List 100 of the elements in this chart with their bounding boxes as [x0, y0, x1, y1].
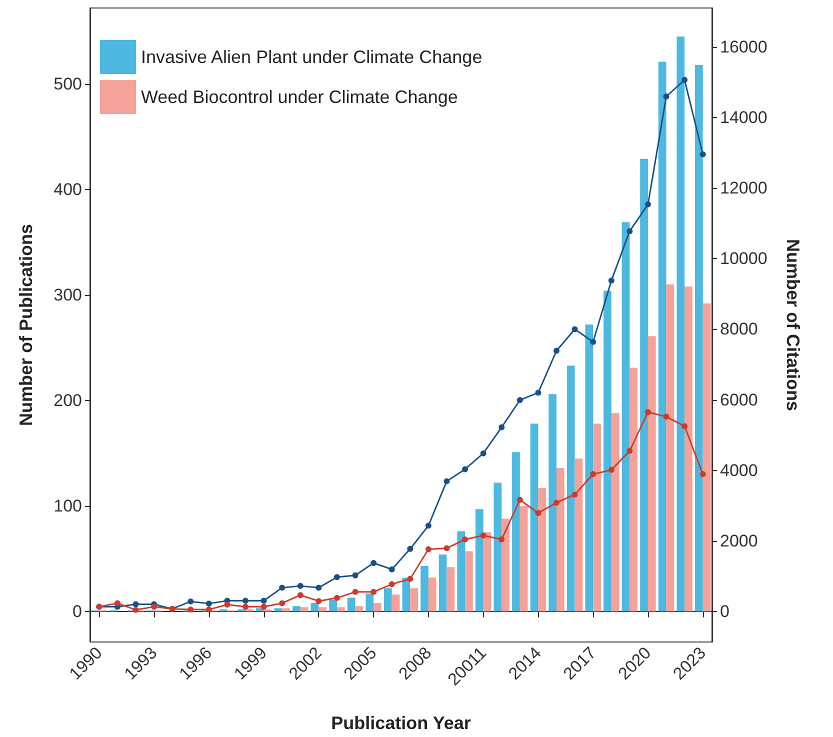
y-tick-label: 300 — [54, 285, 82, 304]
point — [516, 397, 523, 404]
point — [462, 466, 468, 472]
bar — [585, 324, 594, 612]
point — [498, 536, 505, 542]
y2-tick-label: 0 — [720, 602, 730, 621]
point — [535, 390, 542, 396]
bar — [640, 158, 648, 612]
bar — [548, 394, 556, 612]
point — [444, 478, 450, 484]
y2-tick-label: 16000 — [720, 38, 768, 57]
point — [352, 572, 358, 578]
bar — [274, 608, 282, 612]
bar — [694, 64, 703, 612]
bar — [494, 482, 502, 612]
bar — [530, 424, 538, 612]
bar — [520, 506, 528, 612]
bar — [556, 468, 564, 612]
bar — [630, 368, 638, 612]
point — [535, 510, 542, 516]
point — [132, 601, 139, 608]
point — [206, 606, 212, 613]
point — [297, 592, 304, 598]
point — [334, 574, 340, 580]
point — [590, 471, 596, 478]
point — [644, 201, 651, 208]
point — [700, 151, 706, 158]
bar — [384, 588, 392, 612]
point — [590, 338, 596, 345]
point — [498, 424, 505, 430]
bar — [310, 602, 319, 612]
point — [663, 94, 670, 100]
bar — [593, 424, 601, 612]
point — [316, 584, 322, 591]
bar — [684, 286, 692, 612]
bar — [666, 284, 674, 612]
point — [242, 604, 248, 610]
point — [316, 598, 322, 604]
bar — [438, 554, 447, 612]
y2-tick-label: 14000 — [720, 108, 768, 128]
point — [279, 584, 286, 591]
point — [188, 598, 194, 604]
bar — [611, 413, 620, 612]
point — [388, 581, 395, 588]
point — [407, 546, 414, 552]
point — [388, 566, 395, 572]
y2-tick-label: 6000 — [720, 390, 758, 410]
point — [297, 582, 304, 589]
point — [407, 576, 414, 582]
point — [242, 598, 248, 604]
bar — [282, 608, 290, 612]
point — [480, 450, 486, 456]
point — [572, 326, 578, 332]
bar — [658, 62, 666, 612]
bar — [347, 598, 356, 612]
bar — [648, 336, 656, 612]
bar — [676, 36, 685, 612]
bar — [512, 452, 520, 612]
point — [260, 598, 267, 604]
bar — [292, 606, 300, 612]
bar — [566, 366, 575, 612]
bar — [574, 458, 583, 612]
point — [644, 409, 651, 416]
y-tick-label: 100 — [54, 496, 82, 516]
bar — [329, 600, 337, 612]
point — [516, 496, 523, 503]
y-tick-label: 0 — [72, 602, 82, 621]
bar — [336, 607, 345, 612]
y2-tick-label: 2000 — [720, 531, 758, 550]
bar — [420, 566, 428, 612]
point — [260, 604, 267, 610]
bar — [457, 531, 466, 612]
y2-tick-label: 10000 — [720, 249, 768, 268]
point — [132, 606, 139, 613]
y-tick-label: 200 — [54, 390, 82, 410]
point — [608, 278, 614, 284]
bar — [428, 578, 436, 612]
point — [626, 448, 633, 454]
point — [608, 466, 614, 473]
y-tick-label: 500 — [54, 74, 82, 94]
legend-label: Invasive Alien Plant under Climate Change — [141, 47, 482, 67]
point — [206, 600, 212, 607]
bar — [300, 607, 308, 612]
point — [480, 532, 486, 539]
point — [224, 602, 230, 608]
y2-tick-label: 4000 — [720, 460, 758, 480]
point — [682, 423, 688, 430]
point — [425, 522, 432, 529]
point — [188, 606, 194, 613]
point — [682, 76, 688, 83]
y-tick-label: 400 — [54, 180, 82, 199]
bar — [410, 588, 418, 612]
point — [151, 604, 158, 610]
bar — [374, 602, 382, 612]
bar — [502, 518, 510, 612]
y2-tick-label: 12000 — [720, 178, 768, 198]
point — [370, 588, 377, 595]
bar — [465, 551, 473, 612]
point — [700, 471, 706, 478]
bar — [538, 488, 546, 612]
